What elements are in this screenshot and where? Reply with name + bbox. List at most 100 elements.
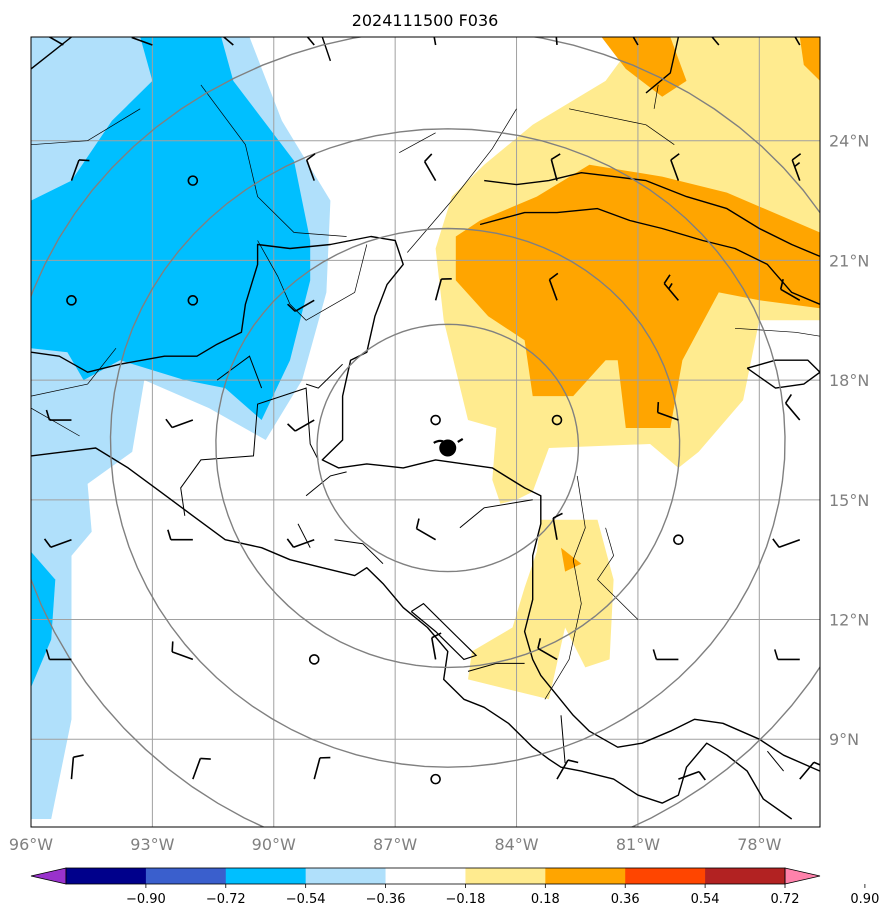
coastline: [321, 37, 332, 62]
country-border: [560, 715, 566, 764]
range-ring: [109, 128, 786, 768]
wind-barb: [774, 649, 800, 661]
wind-barb: [70, 159, 90, 181]
wind-barb: [287, 419, 315, 432]
storm-center-layer: [433, 438, 464, 457]
state-boundary: [544, 475, 586, 700]
wind-barb: [43, 538, 72, 549]
calm-wind-marker: [430, 414, 441, 426]
latitude-tick-label: 24°N: [829, 132, 869, 151]
wind-barb: [794, 37, 801, 46]
colorbar-segment: [545, 868, 626, 884]
colorbar-segment: [225, 868, 307, 884]
longitude-tick-label: 84°W: [494, 835, 538, 854]
country-border: [216, 355, 263, 389]
colorbar-extend-low: [30, 867, 67, 885]
wind-barb: [791, 153, 802, 181]
colorbar-segment: [465, 868, 546, 884]
country-border: [459, 499, 533, 529]
longitude-tick-label: 93°W: [130, 835, 174, 854]
wind-barb: [663, 274, 679, 301]
wind-barb: [423, 153, 437, 182]
map-panel: [31, 37, 820, 827]
colorbar-tick-label: −0.18: [446, 892, 486, 907]
wind-barb: [548, 272, 559, 301]
colorbar-tick-label: 0.90: [850, 892, 879, 907]
coastline: [31, 447, 793, 820]
country-border: [767, 750, 784, 772]
wind-barb: [799, 761, 820, 780]
latitude-tick-label: 15°N: [829, 491, 869, 510]
wind-barb: [313, 756, 331, 780]
range-ring: [215, 227, 681, 669]
coastline: [31, 37, 72, 70]
gridlines: [31, 37, 820, 827]
wind-barb: [552, 512, 563, 540]
range-ring: [31, 37, 820, 827]
calm-wind-marker: [187, 175, 199, 186]
calm-wind-marker: [66, 295, 77, 306]
coastline: [484, 171, 820, 258]
shaded-region-6: [601, 37, 687, 97]
storm-symbol-arms: [433, 438, 464, 446]
wind-barb: [287, 299, 315, 313]
coastline: [746, 359, 820, 389]
state-boundary: [399, 132, 436, 154]
wind-barb: [45, 409, 72, 421]
state-boundary: [257, 240, 368, 321]
wind-barb: [772, 538, 801, 549]
state-boundary: [734, 327, 820, 337]
country-border: [180, 387, 319, 516]
colorbar-tick-label: 0.72: [771, 892, 800, 907]
colorbar-segment: [66, 868, 147, 884]
country-border: [467, 662, 525, 672]
shaded-region-7: [799, 37, 820, 81]
longitude-tick-label: 78°W: [737, 835, 781, 854]
wind-barb: [130, 37, 153, 46]
state-boundary: [200, 84, 347, 237]
calm-wind-marker: [308, 654, 320, 665]
range-rings: [31, 37, 820, 827]
colorbar: −0.90 −0.72 −0.54 −0.36 −0.18 0.18 0.36 0.54 0.7…: [30, 867, 879, 907]
wind-barb: [45, 649, 72, 661]
latitude-tick-label: 18°N: [829, 371, 869, 390]
colorbar-segment: [385, 868, 466, 884]
longitude-tick-label: 96°W: [9, 835, 53, 854]
wind-barb: [306, 37, 315, 46]
state-boundary: [31, 407, 80, 437]
state-boundary: [31, 347, 117, 397]
colorbar-tick-label: 0.18: [531, 892, 560, 907]
colorbar-segment: [625, 868, 706, 884]
wind-barb: [537, 638, 558, 661]
lake-nicaragua-outline: [410, 602, 478, 661]
wind-barb: [678, 770, 706, 781]
coastline: [645, 37, 680, 94]
calm-wind-marker: [187, 295, 199, 306]
wind-barb: [632, 37, 639, 46]
colorbar-tick-label: −0.36: [366, 892, 406, 907]
colorbar-frame: [65, 867, 786, 885]
colorbar-tick-label: 0.36: [611, 892, 640, 907]
state-boundary: [407, 108, 517, 253]
colorbar-segment: [145, 868, 227, 884]
longitude-tick-label: 90°W: [252, 835, 296, 854]
coastline: [479, 207, 820, 305]
country-border: [305, 363, 343, 389]
longitude-tick-label: 81°W: [616, 835, 660, 854]
longitude-tick-label: 87°W: [373, 835, 417, 854]
wind-barb: [555, 37, 558, 46]
wind-barb: [305, 153, 316, 181]
wind-barb: [784, 394, 801, 421]
calm-wind-marker: [551, 414, 563, 426]
calm-wind-marker: [673, 534, 684, 546]
colorbar-tick-label: −0.72: [206, 892, 246, 907]
wind-barb: [431, 632, 442, 660]
wind-barb: [434, 277, 452, 301]
wind-barb: [222, 37, 234, 46]
colorbar-tick-label: 0.54: [691, 892, 720, 907]
longitude-labels: 96°W 93°W 90°W 87°W 84°W 81°W 78°W: [9, 835, 782, 854]
colorbar-segment: [305, 868, 387, 884]
wind-barb: [779, 278, 801, 302]
state-boundary: [653, 84, 659, 109]
